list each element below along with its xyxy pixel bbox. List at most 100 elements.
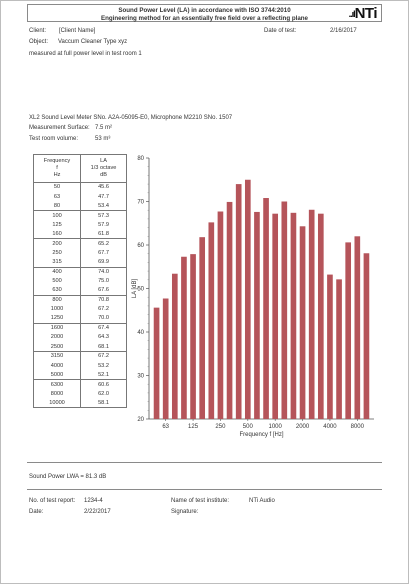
frequency-cell: 10000 xyxy=(32,398,82,409)
object-label: Object: xyxy=(29,39,49,45)
table-row: 200 65.2 xyxy=(32,238,127,249)
level-cell: 67.7 xyxy=(80,248,127,258)
table-row: 1250 70.0 xyxy=(32,313,127,324)
frequency-cell: 500 xyxy=(32,276,82,286)
level-cell: 61.8 xyxy=(80,229,127,240)
frequency-cell: 5000 xyxy=(32,370,82,381)
table-row: 63 47.7 xyxy=(32,191,127,202)
bar xyxy=(263,198,269,419)
level-header-line3: dB xyxy=(100,172,107,178)
logo-bars-icon: ..ıl xyxy=(348,9,356,19)
level-cell: 74.0 xyxy=(80,267,127,277)
bar xyxy=(336,279,342,419)
bar xyxy=(217,211,224,419)
table-row: 315 69.9 xyxy=(32,257,127,268)
bar xyxy=(235,184,242,419)
frequency-table: Frequency f Hz LA 1/3 octave dB 50 45.6 63… xyxy=(32,154,127,409)
client-value: [Client Name] xyxy=(59,28,96,34)
bar xyxy=(153,307,160,419)
report-header: Sound Power Level (LA) in accordance wit… xyxy=(27,4,382,22)
level-cell: 57.3 xyxy=(80,210,127,221)
x-tick-label: 4000 xyxy=(323,424,337,430)
bar xyxy=(327,274,333,419)
y-tick-label: 70 xyxy=(137,200,144,206)
frequency-cell: 315 xyxy=(32,257,82,268)
table-row: 8000 62.0 xyxy=(32,389,127,399)
bar xyxy=(345,242,352,419)
x-tick-label: 500 xyxy=(243,424,254,430)
table-row: 800 70.8 xyxy=(32,295,127,305)
y-axis-label: LA [dB] xyxy=(132,278,138,298)
table-row: 80 53.4 xyxy=(32,201,127,212)
frequency-cell: 80 xyxy=(32,201,82,212)
frequency-cell: 1600 xyxy=(32,323,82,333)
frequency-cell: 4000 xyxy=(32,360,82,371)
y-tick-label: 20 xyxy=(137,417,144,423)
report-subtitle: Engineering method for an essentially fr… xyxy=(101,14,308,22)
bar xyxy=(254,211,260,419)
table-row: 1000 67.2 xyxy=(32,304,127,314)
report-number-value: 1234-4 xyxy=(84,498,103,504)
bar xyxy=(162,298,169,419)
level-header-line1: LA xyxy=(100,158,107,164)
report-number-label: No. of test report: xyxy=(29,498,76,504)
x-tick-label: 1000 xyxy=(269,424,283,430)
table-row: 630 67.6 xyxy=(32,285,127,296)
table-row: 125 57.9 xyxy=(32,220,127,230)
frequency-cell: 630 xyxy=(32,285,82,296)
frequency-cell: 250 xyxy=(32,248,82,258)
bar xyxy=(181,256,187,419)
level-header-line2: 1/3 octave xyxy=(90,165,117,171)
level-cell: 67.2 xyxy=(80,351,127,361)
level-cell: 53.4 xyxy=(80,201,127,212)
level-cell: 58.1 xyxy=(80,398,127,409)
date-of-test-label: Date of test: xyxy=(264,28,297,34)
x-tick-label: 63 xyxy=(162,424,169,430)
report-title: Sound Power Level (LA) in accordance wit… xyxy=(118,7,291,14)
level-cell: 47.7 xyxy=(80,191,127,202)
table-row: 10000 58.1 xyxy=(32,398,127,409)
frequency-cell: 8000 xyxy=(32,389,82,399)
y-tick-label: 80 xyxy=(137,156,144,162)
frequency-cell: 800 xyxy=(32,295,82,305)
frequency-header-line1: Frequency xyxy=(43,158,71,164)
bar xyxy=(308,209,315,419)
frequency-cell: 1250 xyxy=(32,313,82,324)
bar xyxy=(281,201,288,419)
level-cell: 45.6 xyxy=(80,182,127,192)
level-cell: 67.2 xyxy=(80,304,127,314)
table-row: 5000 52.1 xyxy=(32,370,127,381)
level-cell: 75.0 xyxy=(80,276,127,286)
institute-label: Name of test institute: xyxy=(171,498,230,504)
level-cell: 64.3 xyxy=(80,332,127,343)
room-volume-value: 53 m³ xyxy=(95,136,111,142)
frequency-cell: 2000 xyxy=(32,332,82,343)
y-tick-label: 50 xyxy=(137,287,144,293)
frequency-cell: 400 xyxy=(32,267,82,277)
frequency-cell: 200 xyxy=(32,238,82,249)
frequency-cell: 1000 xyxy=(32,304,82,314)
level-cell: 67.6 xyxy=(80,285,127,296)
sound-level-chart: 20 30 40 50 60 70 80 63 125 250 500 1000 2000 4000 800… xyxy=(129,154,379,450)
divider xyxy=(27,462,382,463)
table-row: 1600 67.4 xyxy=(32,323,127,333)
report-date-label: Date: xyxy=(29,509,44,515)
bar xyxy=(354,236,361,419)
level-cell: 52.1 xyxy=(80,370,127,381)
surface-value: 7.5 m² xyxy=(95,125,113,131)
bar xyxy=(208,222,215,419)
client-label: Client: xyxy=(29,28,47,34)
x-tick-label: 2000 xyxy=(296,424,310,430)
divider xyxy=(27,489,382,490)
bar xyxy=(171,273,178,419)
frequency-cell: 100 xyxy=(32,210,82,221)
room-volume-label: Test room volume: xyxy=(29,136,79,142)
frequency-cell: 6300 xyxy=(32,379,82,390)
institute-value: NTi Audio xyxy=(249,498,275,504)
level-cell: 60.6 xyxy=(80,379,127,390)
level-cell: 57.9 xyxy=(80,220,127,230)
meter-info: XL2 Sound Level Meter SNo. A2A-05095-E0,… xyxy=(29,115,233,121)
y-tick-label: 40 xyxy=(137,330,144,336)
measurement-note: measured at full power level in test roo… xyxy=(29,51,142,57)
